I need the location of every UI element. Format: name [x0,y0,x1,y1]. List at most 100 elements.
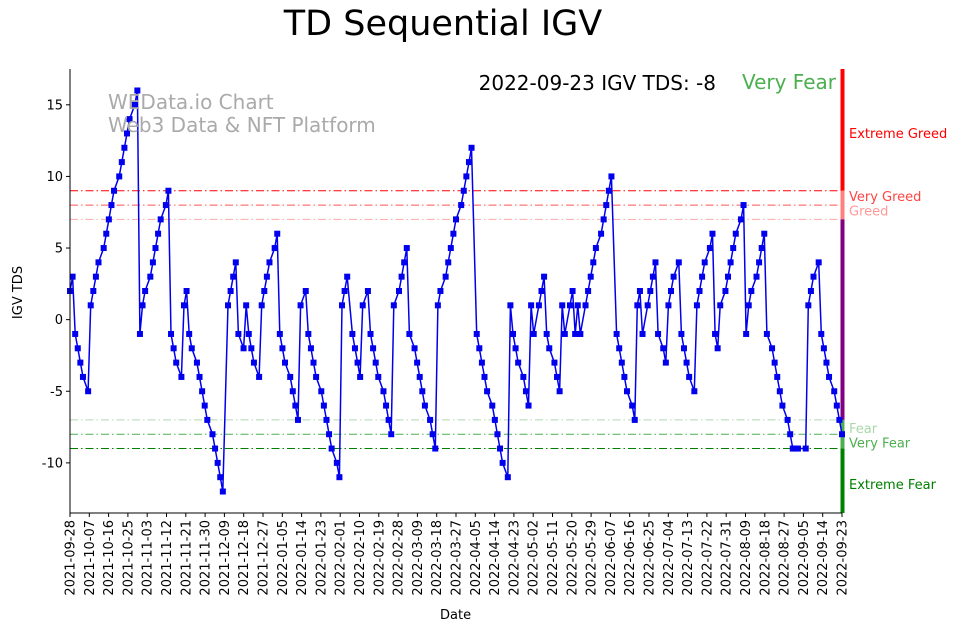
x-tick-label: 2021-10-07 [83,520,98,596]
data-point [823,359,830,366]
y-axis-title: IGV TDS [11,265,27,320]
data-point [149,259,156,266]
data-point [256,373,263,380]
data-point [504,474,511,481]
data-point [709,230,716,237]
y-tick-label: 15 [46,98,63,113]
data-point [85,388,92,395]
data-point [357,373,364,380]
data-point [696,288,703,294]
data-point [147,273,154,280]
data-point [72,330,79,337]
data-point [157,216,164,223]
x-tick-label: 2022-05-02 [527,520,542,596]
data-point [807,288,814,294]
data-point [554,373,561,380]
data-point [188,345,195,352]
data-point [165,187,172,194]
data-point [810,273,817,280]
data-point [276,330,283,337]
data-point [401,259,408,266]
data-point [225,302,232,309]
data-point [178,373,185,380]
data-point [279,345,286,352]
data-point [92,273,99,280]
data-point [134,87,141,94]
data-point [351,345,358,352]
data-point [473,330,480,337]
x-tick-label: 2022-06-25 [643,520,658,596]
data-point [364,288,371,294]
data-point [802,445,809,452]
data-point [771,359,778,366]
data-point [460,187,467,194]
sentiment-bar-segment-2 [840,219,845,420]
data-point [541,273,548,280]
x-tick-label: 2021-12-18 [237,520,252,596]
data-point [419,388,426,395]
data-point [818,330,825,337]
data-point [326,431,333,438]
data-point [634,302,641,309]
data-point [142,288,149,294]
data-point [572,330,579,337]
data-point [468,144,475,151]
data-point [616,345,623,352]
data-point [349,330,356,337]
data-point [131,101,138,108]
x-tick-label: 2022-03-27 [450,520,465,596]
data-point [155,230,162,237]
data-point [186,330,193,337]
data-point [437,288,444,294]
y-tick-label: -5 [50,385,63,400]
data-point [294,416,301,423]
data-point [398,273,405,280]
data-point [126,116,133,123]
x-tick-label: 2021-12-09 [218,520,233,596]
data-point [639,330,646,337]
data-point [152,245,159,252]
x-tick-label: 2021-12-27 [257,520,272,596]
data-point [274,230,281,237]
data-point [489,402,496,409]
y-tick-label: 0 [55,313,63,328]
y-tick-label: 10 [46,170,63,185]
data-point [587,273,594,280]
latest-value-readout: 2022-09-23 IGV TDS: -8 [478,71,716,95]
x-tick-label: 2022-09-14 [816,520,831,596]
data-point [388,431,395,438]
data-point [701,259,708,266]
data-point [282,359,289,366]
data-point [297,302,304,309]
data-point [769,345,776,352]
data-point [512,345,519,352]
data-point [836,416,843,423]
sentiment-bar-segment-4 [840,448,845,513]
data-point [668,288,675,294]
data-point [787,431,794,438]
data-point [458,202,465,209]
data-point [647,288,654,294]
data-point [217,474,224,481]
data-point [359,302,366,309]
data-point [116,173,123,180]
data-point [660,345,667,352]
data-point [240,345,247,352]
data-point [434,302,441,309]
x-tick-label: 2022-09-23 [836,520,851,596]
x-axis-title: Date [440,608,472,623]
data-point [305,330,312,337]
data-point [727,259,734,266]
data-point [414,359,421,366]
data-point [566,302,573,309]
data-point [714,345,721,352]
data-point [95,259,102,266]
x-tick-label: 2022-02-28 [392,520,407,596]
data-point [546,345,553,352]
data-point [111,187,118,194]
data-point [320,402,327,409]
data-point [522,388,529,395]
data-point [170,345,177,352]
data-point [680,345,687,352]
data-point [758,245,765,252]
